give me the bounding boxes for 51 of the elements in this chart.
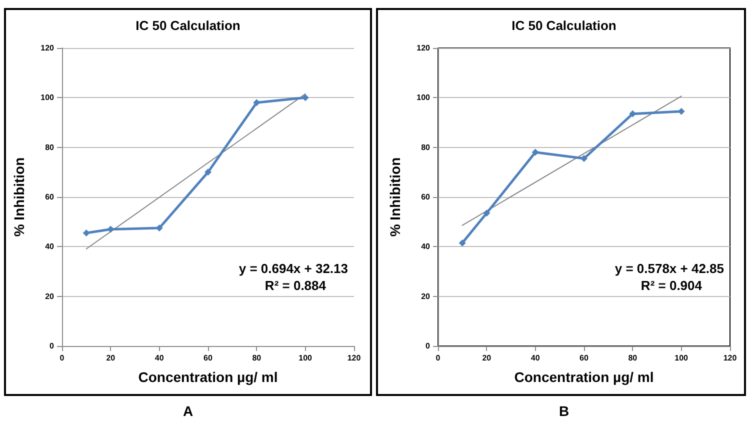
x-tick-label: 0 bbox=[60, 354, 65, 362]
annotation: R² = 0.884 bbox=[264, 278, 327, 293]
point bbox=[678, 108, 685, 115]
point bbox=[204, 168, 212, 176]
x-tick-label: 20 bbox=[482, 354, 492, 362]
y-tick-label: 0 bbox=[50, 342, 55, 350]
point bbox=[580, 155, 588, 162]
x-tick-label: 40 bbox=[154, 354, 164, 362]
point bbox=[302, 94, 309, 102]
y-tick-label: 60 bbox=[45, 192, 55, 202]
y-tick-label: 80 bbox=[421, 142, 431, 152]
y-tick-label: 100 bbox=[416, 93, 431, 102]
text: B bbox=[558, 403, 570, 419]
point bbox=[156, 224, 163, 232]
x-tick-label: 20 bbox=[106, 354, 116, 362]
annotation: R² = 0.904 bbox=[640, 278, 703, 293]
y-tick-label: 0 bbox=[426, 342, 431, 350]
x-tick-label: 40 bbox=[530, 354, 540, 362]
annotation: y = 0.578x + 42.85 bbox=[614, 261, 724, 276]
point bbox=[532, 148, 539, 156]
y-tick-label: 80 bbox=[45, 142, 55, 152]
x-tick-label: 100 bbox=[298, 354, 313, 362]
point bbox=[253, 99, 260, 106]
x-tick-label: 60 bbox=[204, 354, 213, 362]
y-tick-label: 120 bbox=[416, 44, 431, 52]
x-tick-label: 120 bbox=[723, 354, 738, 362]
y-axis-title: % Inhibition bbox=[387, 157, 403, 237]
x-tick-label: 100 bbox=[674, 354, 689, 362]
x-tick-label: 80 bbox=[252, 354, 262, 362]
y-tick-label: 120 bbox=[40, 44, 55, 52]
y-axis-title: % Inhibition bbox=[11, 157, 27, 237]
text: A bbox=[182, 403, 194, 419]
y-tick-label: 40 bbox=[421, 242, 431, 252]
x-tick-label: 80 bbox=[628, 354, 638, 362]
x-tick-label: 0 bbox=[436, 354, 441, 362]
x-axis-title: Concentration µg/ ml bbox=[514, 369, 654, 385]
y-tick-label: 20 bbox=[421, 292, 431, 301]
x-axis-title: Concentration µg/ ml bbox=[138, 369, 278, 385]
chart-title: IC 50 Calculation bbox=[136, 18, 240, 33]
y-tick-label: 40 bbox=[45, 242, 55, 252]
x-tick-label: 120 bbox=[347, 354, 362, 362]
point bbox=[458, 239, 466, 246]
y-tick-label: 60 bbox=[421, 192, 431, 202]
point bbox=[483, 210, 490, 217]
annotation: y = 0.694x + 32.13 bbox=[238, 261, 348, 276]
x-tick-label: 60 bbox=[580, 354, 589, 362]
point bbox=[82, 230, 90, 237]
y-tick-label: 100 bbox=[40, 93, 55, 102]
chart-title: IC 50 Calculation bbox=[512, 18, 616, 33]
y-tick-label: 20 bbox=[45, 292, 55, 301]
point bbox=[629, 110, 636, 118]
